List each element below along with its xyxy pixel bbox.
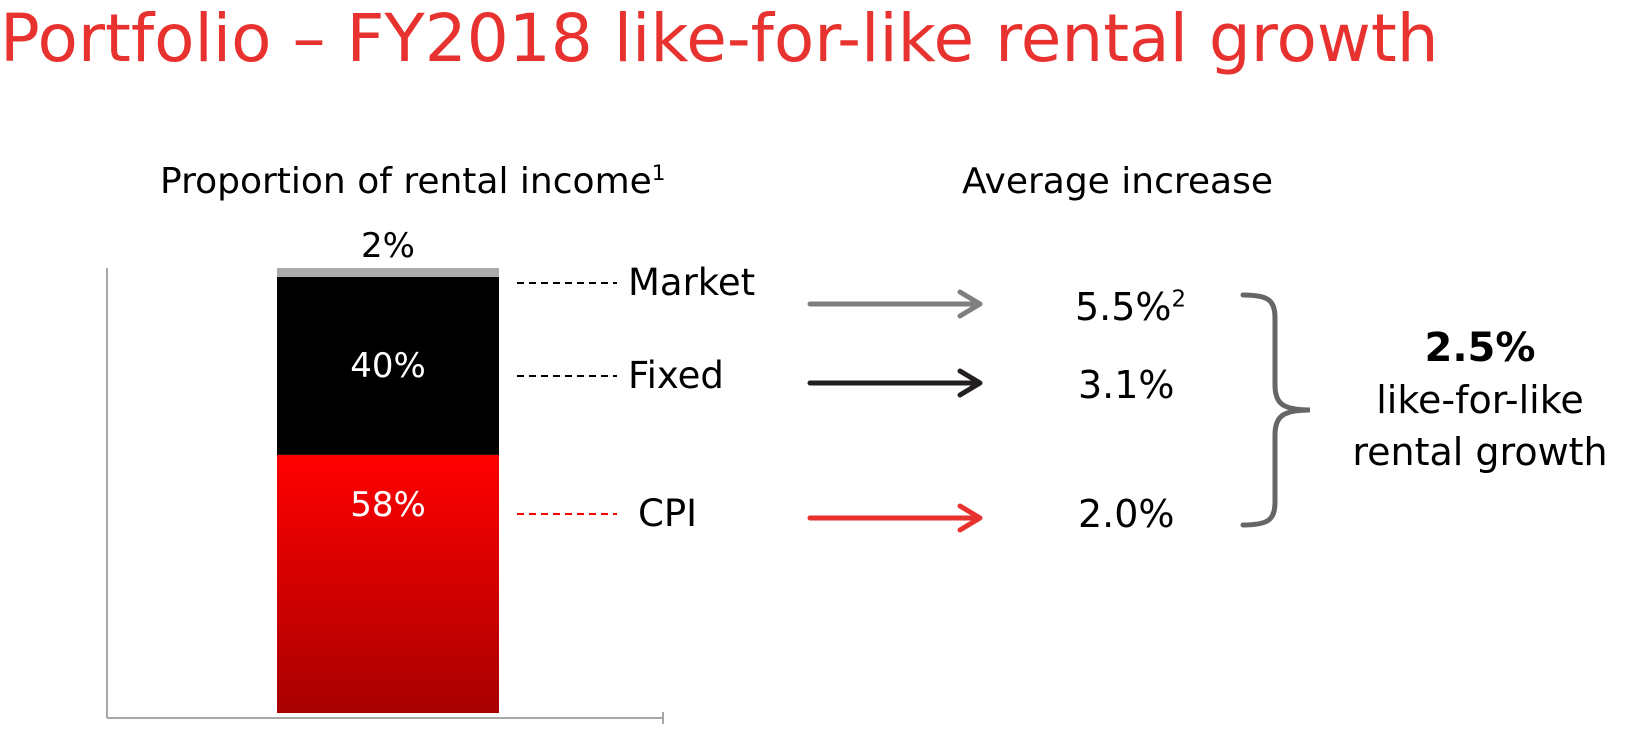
connectors [517, 282, 617, 515]
increase-value-text-market: 5.5% [1075, 285, 1172, 329]
increase-value-fixed: 3.1% [1078, 363, 1175, 407]
chart-title-footnote: 1 [651, 161, 666, 186]
chart-title: Proportion of rental income1 [160, 160, 666, 204]
arrow-market [807, 289, 983, 319]
category-label-market: Market [628, 261, 756, 304]
bar-segment-market [277, 268, 499, 277]
arrows [807, 289, 983, 533]
bar-segment-fixed [277, 276, 499, 455]
arrow-cpi [807, 503, 983, 533]
category-label-fixed: Fixed [628, 354, 724, 397]
arrow-fixed [807, 368, 983, 398]
data-label-cpi: 58% [350, 484, 426, 525]
increase-value-market: 5.5%2 [1075, 285, 1186, 329]
chart-axes [106, 268, 664, 724]
summary-value: 2.5% [1424, 325, 1536, 371]
increase-value-footnote-market: 2 [1171, 286, 1187, 313]
bar-segment-cpi [277, 454, 499, 713]
data-label-market: 2% [361, 226, 415, 266]
chart-bars [277, 268, 499, 713]
increase-value-text-cpi: 2.0% [1078, 492, 1175, 536]
page-title: Portfolio – FY2018 like-for-like rental … [0, 0, 1439, 77]
increase-title: Average increase [962, 161, 1274, 202]
summary-label: like-for-like rental growth [1352, 378, 1608, 474]
increase-value-cpi: 2.0% [1078, 492, 1175, 536]
increase-value-text-fixed: 3.1% [1078, 363, 1175, 407]
summary: 2.5% like-for-like rental growth [1330, 322, 1630, 478]
chart-title-text: Proportion of rental income [160, 161, 652, 202]
brace [1240, 292, 1311, 528]
category-label-cpi: CPI [638, 492, 698, 535]
data-label-fixed: 40% [350, 345, 426, 386]
